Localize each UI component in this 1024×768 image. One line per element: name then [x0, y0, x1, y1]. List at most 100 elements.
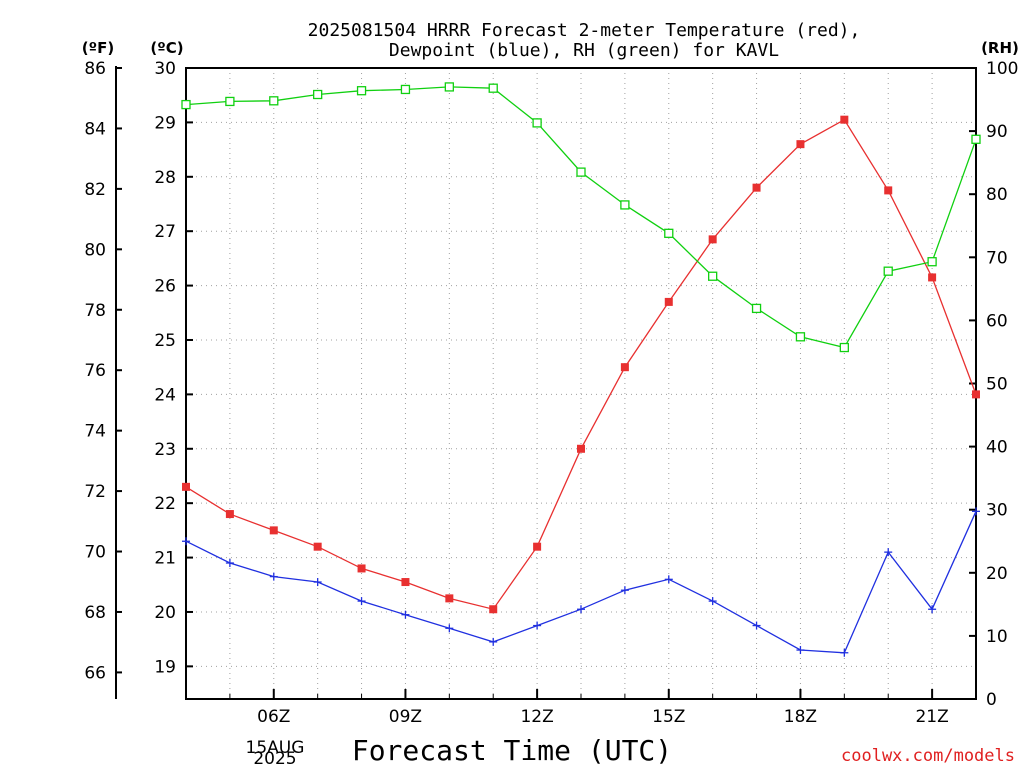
data-point-temperature [182, 482, 190, 491]
fahrenheit-tick-label: 76 [84, 361, 106, 381]
data-point-temperature [445, 594, 454, 603]
rh-tick-label: 20 [986, 564, 1008, 584]
celsius-tick-label: 23 [154, 440, 176, 460]
data-point-dewpoint [928, 605, 937, 614]
data-point-dewpoint [533, 621, 542, 630]
data-point-temperature [664, 297, 673, 306]
celsius-tick-label: 28 [154, 168, 176, 188]
data-point-temperature [928, 273, 937, 282]
fahrenheit-tick-label: 68 [84, 603, 106, 623]
data-point-dewpoint [357, 597, 366, 606]
data-point-dewpoint [401, 610, 410, 619]
celsius-unit-label: (ºC) [150, 39, 183, 57]
data-point-rh [532, 118, 542, 128]
rh-tick-label: 30 [986, 501, 1008, 521]
data-point-dewpoint [884, 548, 893, 557]
date-label-day: 15AUG [246, 738, 305, 758]
data-point-rh [269, 96, 279, 106]
fahrenheit-tick-label: 84 [84, 119, 106, 139]
grid-lines [186, 67, 976, 699]
data-point-dewpoint [752, 621, 761, 630]
x-tick-label: 15Z [652, 707, 685, 727]
data-point-dewpoint [840, 648, 849, 657]
data-point-temperature [620, 363, 629, 372]
fahrenheit-tick-label: 86 [84, 59, 106, 79]
data-point-temperature [401, 578, 410, 587]
series-open-square [181, 82, 981, 353]
data-point-dewpoint [577, 605, 585, 614]
series-plus [182, 507, 980, 657]
data-point-dewpoint [225, 559, 234, 568]
date-label-year: 2025 [253, 749, 296, 768]
series-filled-square [182, 115, 980, 614]
fahrenheit-tick-label: 80 [84, 240, 106, 260]
data-point-temperature [357, 564, 366, 573]
data-point-temperature [533, 542, 542, 551]
data-point-dewpoint [269, 572, 278, 581]
data-point-dewpoint [708, 597, 717, 606]
celsius-tick-label: 24 [154, 385, 176, 405]
x-tick-label: 09Z [389, 707, 422, 727]
data-point-temperature [577, 444, 585, 453]
data-point-rh [181, 99, 191, 110]
data-point-temperature [972, 390, 980, 399]
x-tick-label: 21Z [915, 707, 948, 727]
data-point-rh [488, 83, 498, 93]
fahrenheit-tick-label: 70 [84, 543, 106, 563]
credit-link[interactable]: coolwx.com/models [841, 746, 1015, 766]
rh-unit-label: (RH) [981, 39, 1019, 57]
data-point-temperature [884, 186, 893, 195]
data-point-rh [971, 134, 981, 144]
celsius-tick-label: 30 [154, 59, 176, 79]
data-point-rh [927, 257, 937, 267]
rh-tick-label: 100 [986, 59, 1018, 79]
chart-title-line2: Dewpoint (blue), RH (green) for KAVL [389, 40, 779, 61]
data-point-temperature [269, 526, 278, 535]
data-point-temperature [225, 510, 234, 519]
data-point-temperature [313, 542, 322, 551]
celsius-tick-label: 21 [154, 549, 176, 569]
x-tick-label: 18Z [784, 707, 817, 727]
data-point-dewpoint [445, 624, 454, 633]
data-point-rh [313, 89, 323, 100]
data-point-temperature [708, 235, 717, 244]
celsius-tick-label: 20 [154, 603, 176, 623]
data-point-temperature [752, 183, 761, 192]
fahrenheit-tick-label: 74 [84, 422, 106, 442]
rh-tick-label: 90 [986, 122, 1008, 142]
data-point-rh [356, 86, 367, 96]
data-point-dewpoint [313, 578, 322, 587]
data-series [181, 82, 981, 657]
data-point-rh [839, 342, 849, 353]
celsius-tick-label: 27 [154, 222, 176, 242]
x-axis-title: Forecast Time (UTC) [352, 734, 672, 767]
data-point-rh [400, 84, 411, 95]
celsius-tick-label: 22 [154, 494, 176, 514]
data-point-rh [225, 96, 235, 107]
series-line [185, 511, 977, 654]
fahrenheit-tick-label: 72 [84, 482, 106, 502]
axes: 66 68 70 72 74 76 78 80 82 84 86 19 20 21 22 23 24 25 26 27… [84, 59, 1018, 727]
rh-tick-label: 80 [986, 185, 1008, 205]
rh-tick-label: 0 [986, 690, 997, 710]
data-point-dewpoint [182, 537, 190, 546]
data-point-rh [444, 82, 454, 92]
rh-tick-label: 70 [986, 248, 1008, 268]
data-point-rh [620, 200, 630, 210]
fahrenheit-tick-label: 82 [84, 180, 106, 200]
rh-tick-label: 10 [986, 627, 1008, 647]
data-point-rh [664, 228, 674, 238]
data-point-rh [795, 332, 806, 342]
rh-tick-label: 50 [986, 375, 1008, 395]
celsius-tick-label: 25 [154, 331, 176, 351]
data-point-rh [576, 167, 586, 177]
fahrenheit-tick-label: 66 [84, 663, 106, 683]
data-point-dewpoint [972, 507, 980, 516]
fahrenheit-unit-label: (ºF) [82, 39, 114, 57]
celsius-tick-label: 26 [154, 277, 176, 297]
data-point-temperature [489, 605, 498, 614]
data-point-dewpoint [664, 575, 673, 584]
data-point-dewpoint [796, 646, 805, 655]
data-point-rh [883, 266, 893, 276]
